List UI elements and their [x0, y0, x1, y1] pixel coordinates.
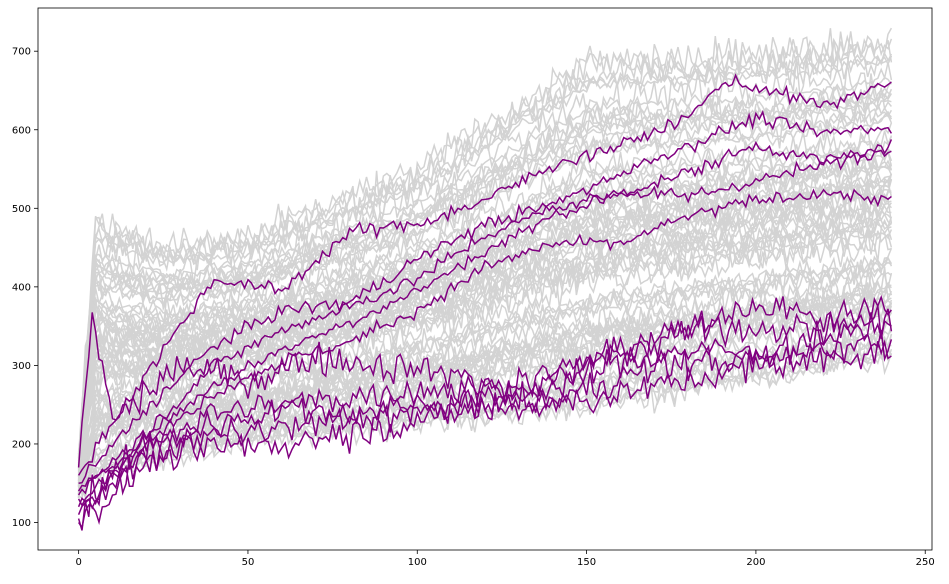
y-tick-label: 100 — [12, 518, 31, 529]
y-tick-label: 400 — [12, 282, 31, 293]
highlighted-series-line — [77, 305, 892, 517]
background-series-line — [77, 110, 893, 470]
background-series-line — [77, 161, 893, 454]
y-tick-label: 500 — [12, 204, 31, 215]
highlighted-series-line — [77, 73, 892, 476]
y-axis: 100 200 300 400 500 600 700 — [12, 47, 38, 529]
y-tick-label: 700 — [12, 47, 31, 58]
background-series-line — [78, 345, 893, 500]
plot-frame — [37, 7, 933, 551]
background-series-line — [77, 146, 892, 491]
background-series-line — [77, 157, 893, 483]
x-tick-label: 250 — [916, 557, 935, 568]
background-series-line — [77, 122, 893, 480]
background-series-line — [77, 147, 893, 464]
x-tick-label: 100 — [408, 557, 427, 568]
background-series-line — [77, 73, 892, 457]
highlighted-series-line — [77, 294, 893, 468]
highlighted-series-line — [77, 149, 892, 496]
background-series-line — [77, 196, 892, 483]
background-series-line — [77, 76, 893, 459]
x-tick-label: 200 — [746, 557, 765, 568]
highlighted-series-line — [78, 109, 893, 484]
y-tick-label: 300 — [12, 361, 31, 372]
background-series-line — [77, 230, 893, 496]
x-tick-label: 50 — [242, 557, 255, 568]
background-series-line — [77, 58, 893, 481]
highlighted-series-line — [77, 139, 893, 492]
background-series-line — [77, 49, 893, 498]
x-axis: 0 50 100 150 200 250 — [75, 550, 935, 568]
background-series-line — [77, 55, 893, 466]
background-series-line — [77, 189, 892, 475]
background-series-line — [77, 34, 893, 494]
background-series-line — [77, 83, 892, 472]
background-series-line — [77, 39, 893, 478]
x-tick-label: 150 — [577, 557, 596, 568]
background-series-line — [77, 288, 892, 483]
background-series-line — [77, 202, 892, 465]
highlighted-series-line — [77, 188, 892, 507]
y-tick-label: 200 — [12, 439, 31, 450]
highlighted-series-line — [77, 339, 892, 530]
background-series-line — [77, 255, 893, 496]
y-tick-label: 600 — [12, 125, 31, 136]
highlighted-series-group — [77, 73, 893, 531]
x-tick-label: 0 — [75, 557, 81, 568]
